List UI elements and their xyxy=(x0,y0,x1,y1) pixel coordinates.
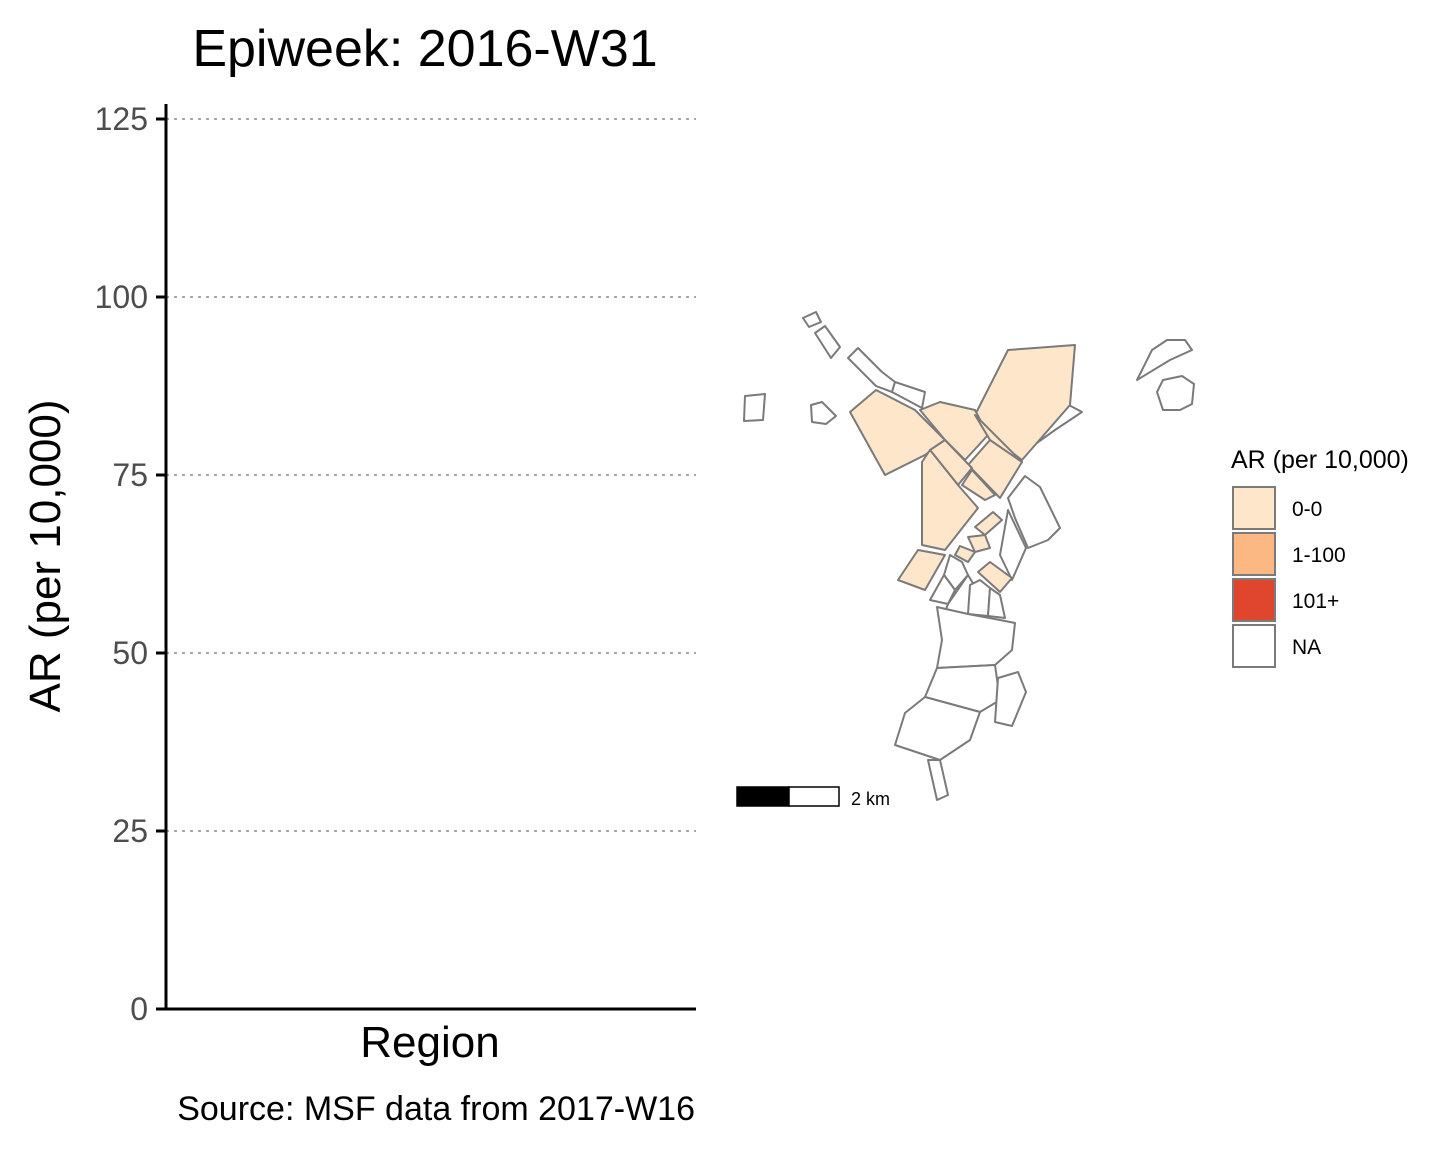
legend-swatch xyxy=(1232,486,1276,530)
map-region xyxy=(987,587,1006,619)
choropleth-map xyxy=(743,311,1195,801)
bar-chart-panel: 0 25 50 75 100 125 xyxy=(95,101,696,1027)
map-region xyxy=(929,574,956,605)
map-region xyxy=(961,469,996,501)
legend-label: 1-100 xyxy=(1292,544,1346,567)
map-region xyxy=(921,449,979,551)
map-region xyxy=(954,545,976,563)
map-region xyxy=(967,534,991,553)
map-region xyxy=(977,561,1013,593)
map-region xyxy=(1136,339,1193,381)
map-scale-bar: 2 km xyxy=(736,786,890,809)
scale-bar-white-segment xyxy=(788,786,840,807)
map-region xyxy=(967,439,1023,499)
y-tick-label: 75 xyxy=(112,457,148,493)
map-region xyxy=(994,671,1027,727)
map-region xyxy=(802,311,822,328)
map-region xyxy=(743,393,766,422)
y-tick-label: 50 xyxy=(112,635,148,671)
scale-bar-label: 2 km xyxy=(851,789,890,809)
map-region xyxy=(1007,475,1061,549)
legend-label: 101+ xyxy=(1292,590,1339,613)
legend-label: NA xyxy=(1292,636,1321,659)
y-axis-title: AR (per 10,000) xyxy=(21,399,70,712)
legend-swatch xyxy=(1232,624,1276,668)
legend-label: 0-0 xyxy=(1292,498,1322,521)
scale-bar-black-segment xyxy=(736,786,790,807)
map-region xyxy=(814,325,841,359)
map-region xyxy=(891,381,926,409)
legend-items: 0-0 1-100 101+ NA xyxy=(1232,486,1346,668)
map-region xyxy=(936,606,1016,669)
map-region xyxy=(943,554,969,591)
chart-title: Epiweek: 2016-W31 xyxy=(192,20,657,78)
map-region xyxy=(847,347,896,393)
map-legend: AR (per 10,000) 0-0 1-100 101+ NA xyxy=(1231,446,1409,668)
y-tick-label: 0 xyxy=(130,991,148,1027)
legend-swatch xyxy=(1232,532,1276,576)
x-axis-title: Region xyxy=(360,1018,499,1067)
y-tick-label: 125 xyxy=(95,101,148,137)
map-region xyxy=(927,759,949,801)
legend-swatch xyxy=(1232,578,1276,622)
map-region xyxy=(999,509,1027,581)
map-region xyxy=(974,511,1003,536)
map-region xyxy=(924,664,1001,713)
caption: Source: MSF data from 2017-W16 xyxy=(177,1090,695,1128)
y-tick-label: 25 xyxy=(112,813,148,849)
y-tick-label: 100 xyxy=(95,279,148,315)
legend-title: AR (per 10,000) xyxy=(1231,446,1409,474)
gridlines xyxy=(166,118,696,832)
map-region xyxy=(967,579,991,617)
map-region xyxy=(810,401,837,425)
map-region xyxy=(897,549,946,591)
map-region xyxy=(1156,375,1195,411)
y-axis-ticks: 0 25 50 75 100 125 xyxy=(95,101,166,1027)
